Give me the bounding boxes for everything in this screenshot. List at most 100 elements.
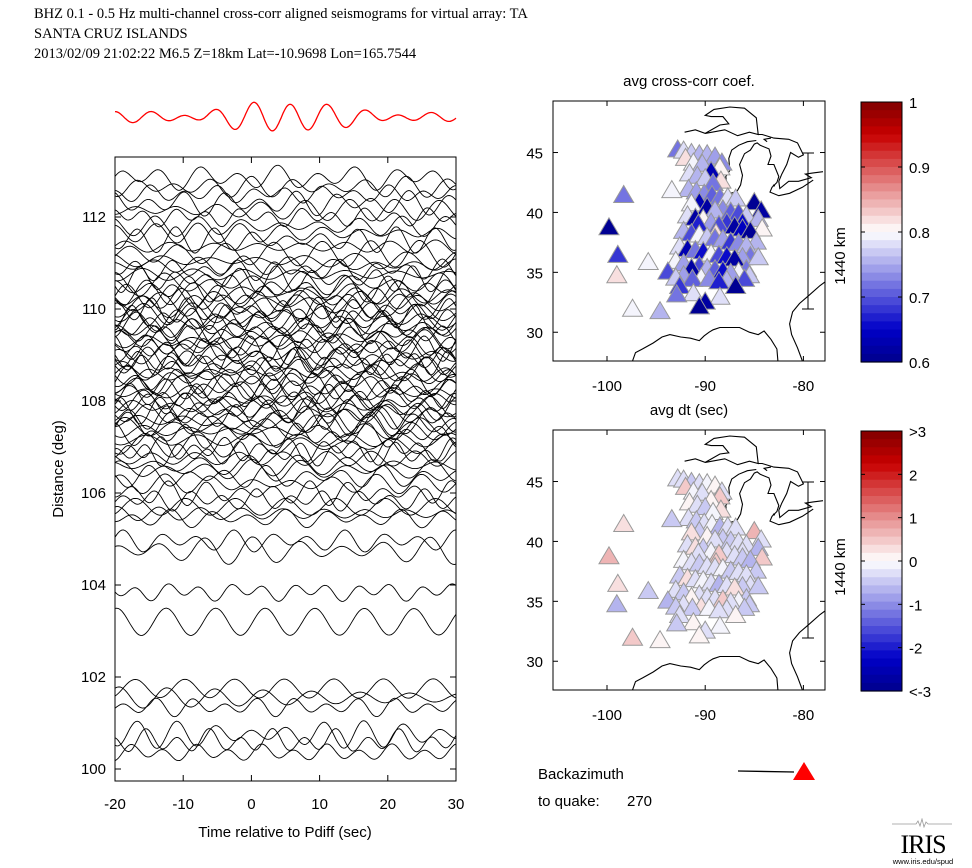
colorbar-segment [861,496,902,505]
station-triangle [680,192,703,212]
plot-title: BHZ 0.1 - 0.5 Hz multi-channel cross-cor… [34,6,528,22]
colorbar-segment [861,240,902,249]
iris-logo: IRIS www.iris.edu/spud [880,815,966,866]
colorbar-segment [861,552,902,562]
seismogram-trace [115,607,456,636]
station-triangle [649,629,671,649]
station-triangle [660,179,683,199]
colorbar-segment [861,528,902,538]
y-axis-label: Distance (deg) [50,420,67,518]
colorbar-dt: >3 2 1 0 -1 -2 <-3 [860,424,931,701]
colorbar-segment [861,601,902,611]
colorbar-segment [861,593,902,603]
backazimuth-label: Backazimuth [538,766,624,783]
seismogram-trace [115,406,456,435]
colorbar-tick-label: 0.9 [909,160,930,177]
seismogram-trace [115,728,456,753]
colorbar-segment [861,297,902,306]
map1-stations [598,138,774,320]
colorbar-segment [861,280,902,290]
seismogram-trace [115,274,456,303]
stacked-trace [114,101,457,132]
colorbar-segment [861,666,902,676]
colorbar-segment [861,232,902,241]
seismogram-trace [115,287,456,312]
seismogram-trace [115,302,456,326]
y-tick-label: 45 [526,475,543,492]
colorbar-tick-label: 1 [909,511,917,528]
colorbar-segment [861,215,902,225]
seismogram-trace [115,720,456,749]
seismogram-trace [115,346,456,371]
colorbar-segment [861,609,902,619]
x-tick-label: 30 [448,796,465,813]
seismogram-trace [115,267,456,282]
y-tick-label: 30 [526,325,543,342]
coastline [772,184,776,187]
seismogram-trace [115,497,456,516]
coastline [789,610,825,690]
station-triangle [723,576,746,596]
x-axis-label: Time relative to Pdiff (sec) [198,824,371,841]
x-tick-label: 0 [247,796,255,813]
x-tick-label: -100 [592,707,622,724]
colorbar-segment [861,536,902,546]
event-region: SANTA CRUZ ISLANDS [34,26,188,42]
seismogram-trace [115,363,456,383]
colorbar-segment [861,512,902,521]
station-triangle [747,575,770,595]
coastline [684,106,759,137]
station-triangle [606,573,629,592]
colorbar-segment [861,447,902,456]
x-tick-label: -100 [592,378,622,395]
seismogram-trace [115,356,456,382]
x-tick-label: 10 [311,796,328,813]
station-triangle [665,612,688,632]
y-tick-label: 110 [82,301,106,318]
map2-title: avg dt (sec) [650,402,728,419]
seismogram-trace [115,190,456,217]
station-triangle [724,275,747,295]
iris-url: www.iris.edu/spud [892,857,954,866]
colorbar-tick-label: 0.7 [909,290,930,307]
colorbar-segment [861,126,902,136]
colorbar-segment [861,520,902,530]
station-triangle [665,283,688,303]
colorbar-segment [861,626,902,635]
map1-content [598,106,825,361]
y-tick-label: 45 [526,146,543,163]
colorbar-segment [861,288,902,298]
colorbar-segment [861,353,902,363]
seismogram-trace [115,365,456,386]
map2-scale-label: 1440 km [832,538,849,596]
seismogram-ticks: -20 -10 0 10 20 30 100 102 104 106 108 110 112 [81,157,464,813]
seismogram-trace [115,506,456,522]
station-triangle [660,508,683,528]
seismogram-trace [115,239,456,255]
seismogram-logo-icon [892,817,952,829]
quake-direction-triangle-icon [793,762,815,780]
seismogram-trace [115,293,456,320]
station-triangle [682,611,705,631]
colorbar-segment [861,479,902,489]
map2-stations [598,467,774,649]
colorbar-segment [861,183,902,192]
map1-scale-label: 1440 km [832,227,849,285]
colorbar-segment [861,305,902,314]
seismogram-trace [115,414,456,442]
station-triangle [680,521,703,541]
station-triangle [605,593,628,613]
station-triangle [704,529,726,548]
colorbar-segment [861,264,902,274]
station-triangle [688,624,711,644]
colorbar-segment [861,248,902,257]
station-triangle [709,286,731,305]
seismogram-trace [115,303,456,331]
station-triangle [612,513,635,532]
seismogram-trace [115,324,456,350]
colorbar-segment [861,142,902,152]
seismogram-trace [115,480,456,506]
seismogram-trace [115,431,456,458]
seismogram-trace [115,454,456,477]
colorbar-segment [861,329,902,339]
